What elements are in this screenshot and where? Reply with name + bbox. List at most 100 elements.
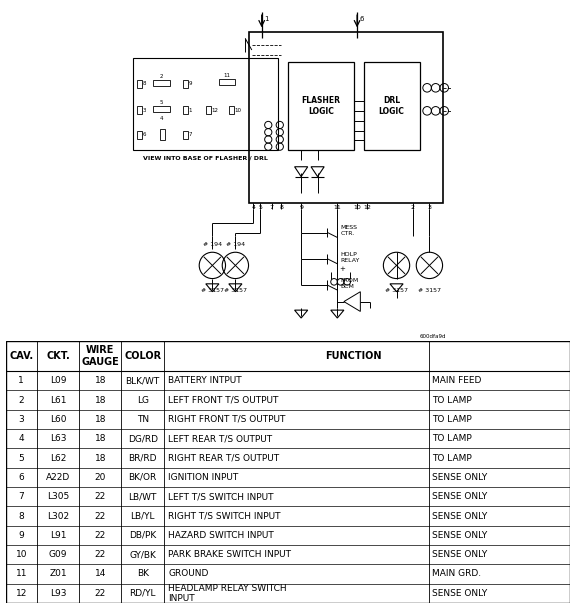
- Text: L302: L302: [47, 512, 69, 521]
- Text: 22: 22: [94, 531, 106, 540]
- Text: # 3157: # 3157: [385, 289, 408, 294]
- Bar: [206, 106, 211, 114]
- Text: 10: 10: [16, 550, 27, 559]
- Text: MESS
CTR.: MESS CTR.: [340, 225, 358, 236]
- Text: SENSE ONLY: SENSE ONLY: [432, 512, 487, 521]
- Text: TO LAMP: TO LAMP: [432, 454, 472, 463]
- Text: 7: 7: [270, 205, 274, 209]
- Text: SENSE ONLY: SENSE ONLY: [432, 531, 487, 540]
- Text: 7: 7: [189, 132, 192, 137]
- Bar: [183, 130, 188, 139]
- Text: 3: 3: [18, 415, 24, 424]
- Text: L09: L09: [50, 376, 66, 385]
- Text: LB/WT: LB/WT: [128, 492, 157, 501]
- Text: 22: 22: [94, 550, 106, 559]
- Text: # 194: # 194: [203, 242, 222, 247]
- Bar: [153, 106, 169, 113]
- Bar: [137, 106, 142, 114]
- Text: 600dfa9d: 600dfa9d: [419, 334, 446, 339]
- Text: RIGHT FRONT T/S OUTPUT: RIGHT FRONT T/S OUTPUT: [168, 415, 286, 424]
- Text: L91: L91: [50, 531, 66, 540]
- Text: MAIN FEED: MAIN FEED: [432, 376, 482, 385]
- Text: IGNITION INPUT: IGNITION INPUT: [168, 473, 238, 482]
- Text: # 3157: # 3157: [201, 289, 224, 294]
- Text: 5: 5: [18, 454, 24, 463]
- Bar: [288, 62, 354, 150]
- Text: 9: 9: [299, 205, 303, 209]
- Text: SENSE ONLY: SENSE ONLY: [432, 589, 487, 598]
- Text: 9: 9: [189, 81, 192, 86]
- Text: L61: L61: [50, 396, 66, 404]
- Text: HDLP
RELAY: HDLP RELAY: [340, 252, 360, 262]
- Text: 11: 11: [16, 569, 27, 579]
- Text: FLASHER
LOGIC: FLASHER LOGIC: [301, 96, 340, 116]
- Text: 18: 18: [94, 415, 106, 424]
- Bar: [134, 58, 278, 150]
- Text: 8: 8: [18, 512, 24, 521]
- Bar: [153, 80, 169, 86]
- Bar: [137, 130, 142, 139]
- Text: BK: BK: [137, 569, 149, 579]
- Text: A22D: A22D: [46, 473, 70, 482]
- Text: 11: 11: [223, 72, 230, 77]
- Text: 18: 18: [94, 434, 106, 443]
- Text: FUNCTION: FUNCTION: [325, 351, 381, 361]
- Text: 4: 4: [252, 205, 256, 209]
- Text: DG/RD: DG/RD: [128, 434, 158, 443]
- Text: 3: 3: [427, 205, 431, 209]
- Text: 8: 8: [279, 205, 283, 209]
- Text: G09: G09: [49, 550, 67, 559]
- Text: L63: L63: [50, 434, 66, 443]
- Text: VIEW INTO BASE OF FLASHER / DRL: VIEW INTO BASE OF FLASHER / DRL: [143, 155, 268, 160]
- Text: COLOR: COLOR: [124, 351, 161, 361]
- Bar: [219, 79, 236, 85]
- Text: HAZARD SWITCH INPUT: HAZARD SWITCH INPUT: [168, 531, 274, 540]
- Text: SENSE ONLY: SENSE ONLY: [432, 473, 487, 482]
- Text: LEFT REAR T/S OUTPUT: LEFT REAR T/S OUTPUT: [168, 434, 272, 443]
- Text: L93: L93: [50, 589, 66, 598]
- Text: 2: 2: [160, 74, 163, 79]
- Text: WIRE
GAUGE: WIRE GAUGE: [81, 345, 119, 367]
- Text: GY/BK: GY/BK: [129, 550, 156, 559]
- Text: Z01: Z01: [49, 569, 67, 579]
- Text: L60: L60: [50, 415, 66, 424]
- Bar: [137, 80, 142, 88]
- Text: CKT.: CKT.: [46, 351, 70, 361]
- Text: RIGHT REAR T/S OUTPUT: RIGHT REAR T/S OUTPUT: [168, 454, 279, 463]
- Text: 12: 12: [16, 589, 27, 598]
- Text: GROUND: GROUND: [168, 569, 209, 579]
- Text: DB/PK: DB/PK: [129, 531, 156, 540]
- Text: TO LAMP: TO LAMP: [432, 396, 472, 404]
- Text: RIGHT T/S SWITCH INPUT: RIGHT T/S SWITCH INPUT: [168, 512, 281, 521]
- Text: 1: 1: [18, 376, 24, 385]
- Text: L305: L305: [47, 492, 69, 501]
- Text: 22: 22: [94, 589, 106, 598]
- Text: 12: 12: [212, 108, 219, 113]
- Text: +: +: [339, 266, 345, 272]
- Text: # 3157: # 3157: [224, 289, 247, 294]
- Text: LB/YL: LB/YL: [130, 512, 155, 521]
- Text: TO LAMP: TO LAMP: [432, 415, 472, 424]
- Text: LEFT FRONT T/S OUTPUT: LEFT FRONT T/S OUTPUT: [168, 396, 279, 404]
- Text: RD/YL: RD/YL: [130, 589, 156, 598]
- Text: 18: 18: [94, 454, 106, 463]
- Text: LG: LG: [137, 396, 149, 404]
- Text: SENSE ONLY: SENSE ONLY: [432, 492, 487, 501]
- Text: 10: 10: [353, 205, 361, 209]
- Text: BATTERY INTPUT: BATTERY INTPUT: [168, 376, 242, 385]
- Bar: [248, 32, 442, 203]
- Text: BK/OR: BK/OR: [128, 473, 157, 482]
- Bar: [160, 129, 165, 141]
- Text: L62: L62: [50, 454, 66, 463]
- Text: 7: 7: [18, 492, 24, 501]
- Text: DRL
LOGIC: DRL LOGIC: [378, 96, 404, 116]
- Bar: [183, 80, 188, 88]
- Text: 2: 2: [411, 205, 415, 209]
- Text: 20: 20: [94, 473, 106, 482]
- Bar: [183, 106, 188, 114]
- Text: TO LAMP: TO LAMP: [432, 434, 472, 443]
- Text: 22: 22: [94, 512, 106, 521]
- Text: 3: 3: [143, 108, 146, 113]
- Text: BLK/WT: BLK/WT: [126, 376, 160, 385]
- Text: 12: 12: [363, 205, 371, 209]
